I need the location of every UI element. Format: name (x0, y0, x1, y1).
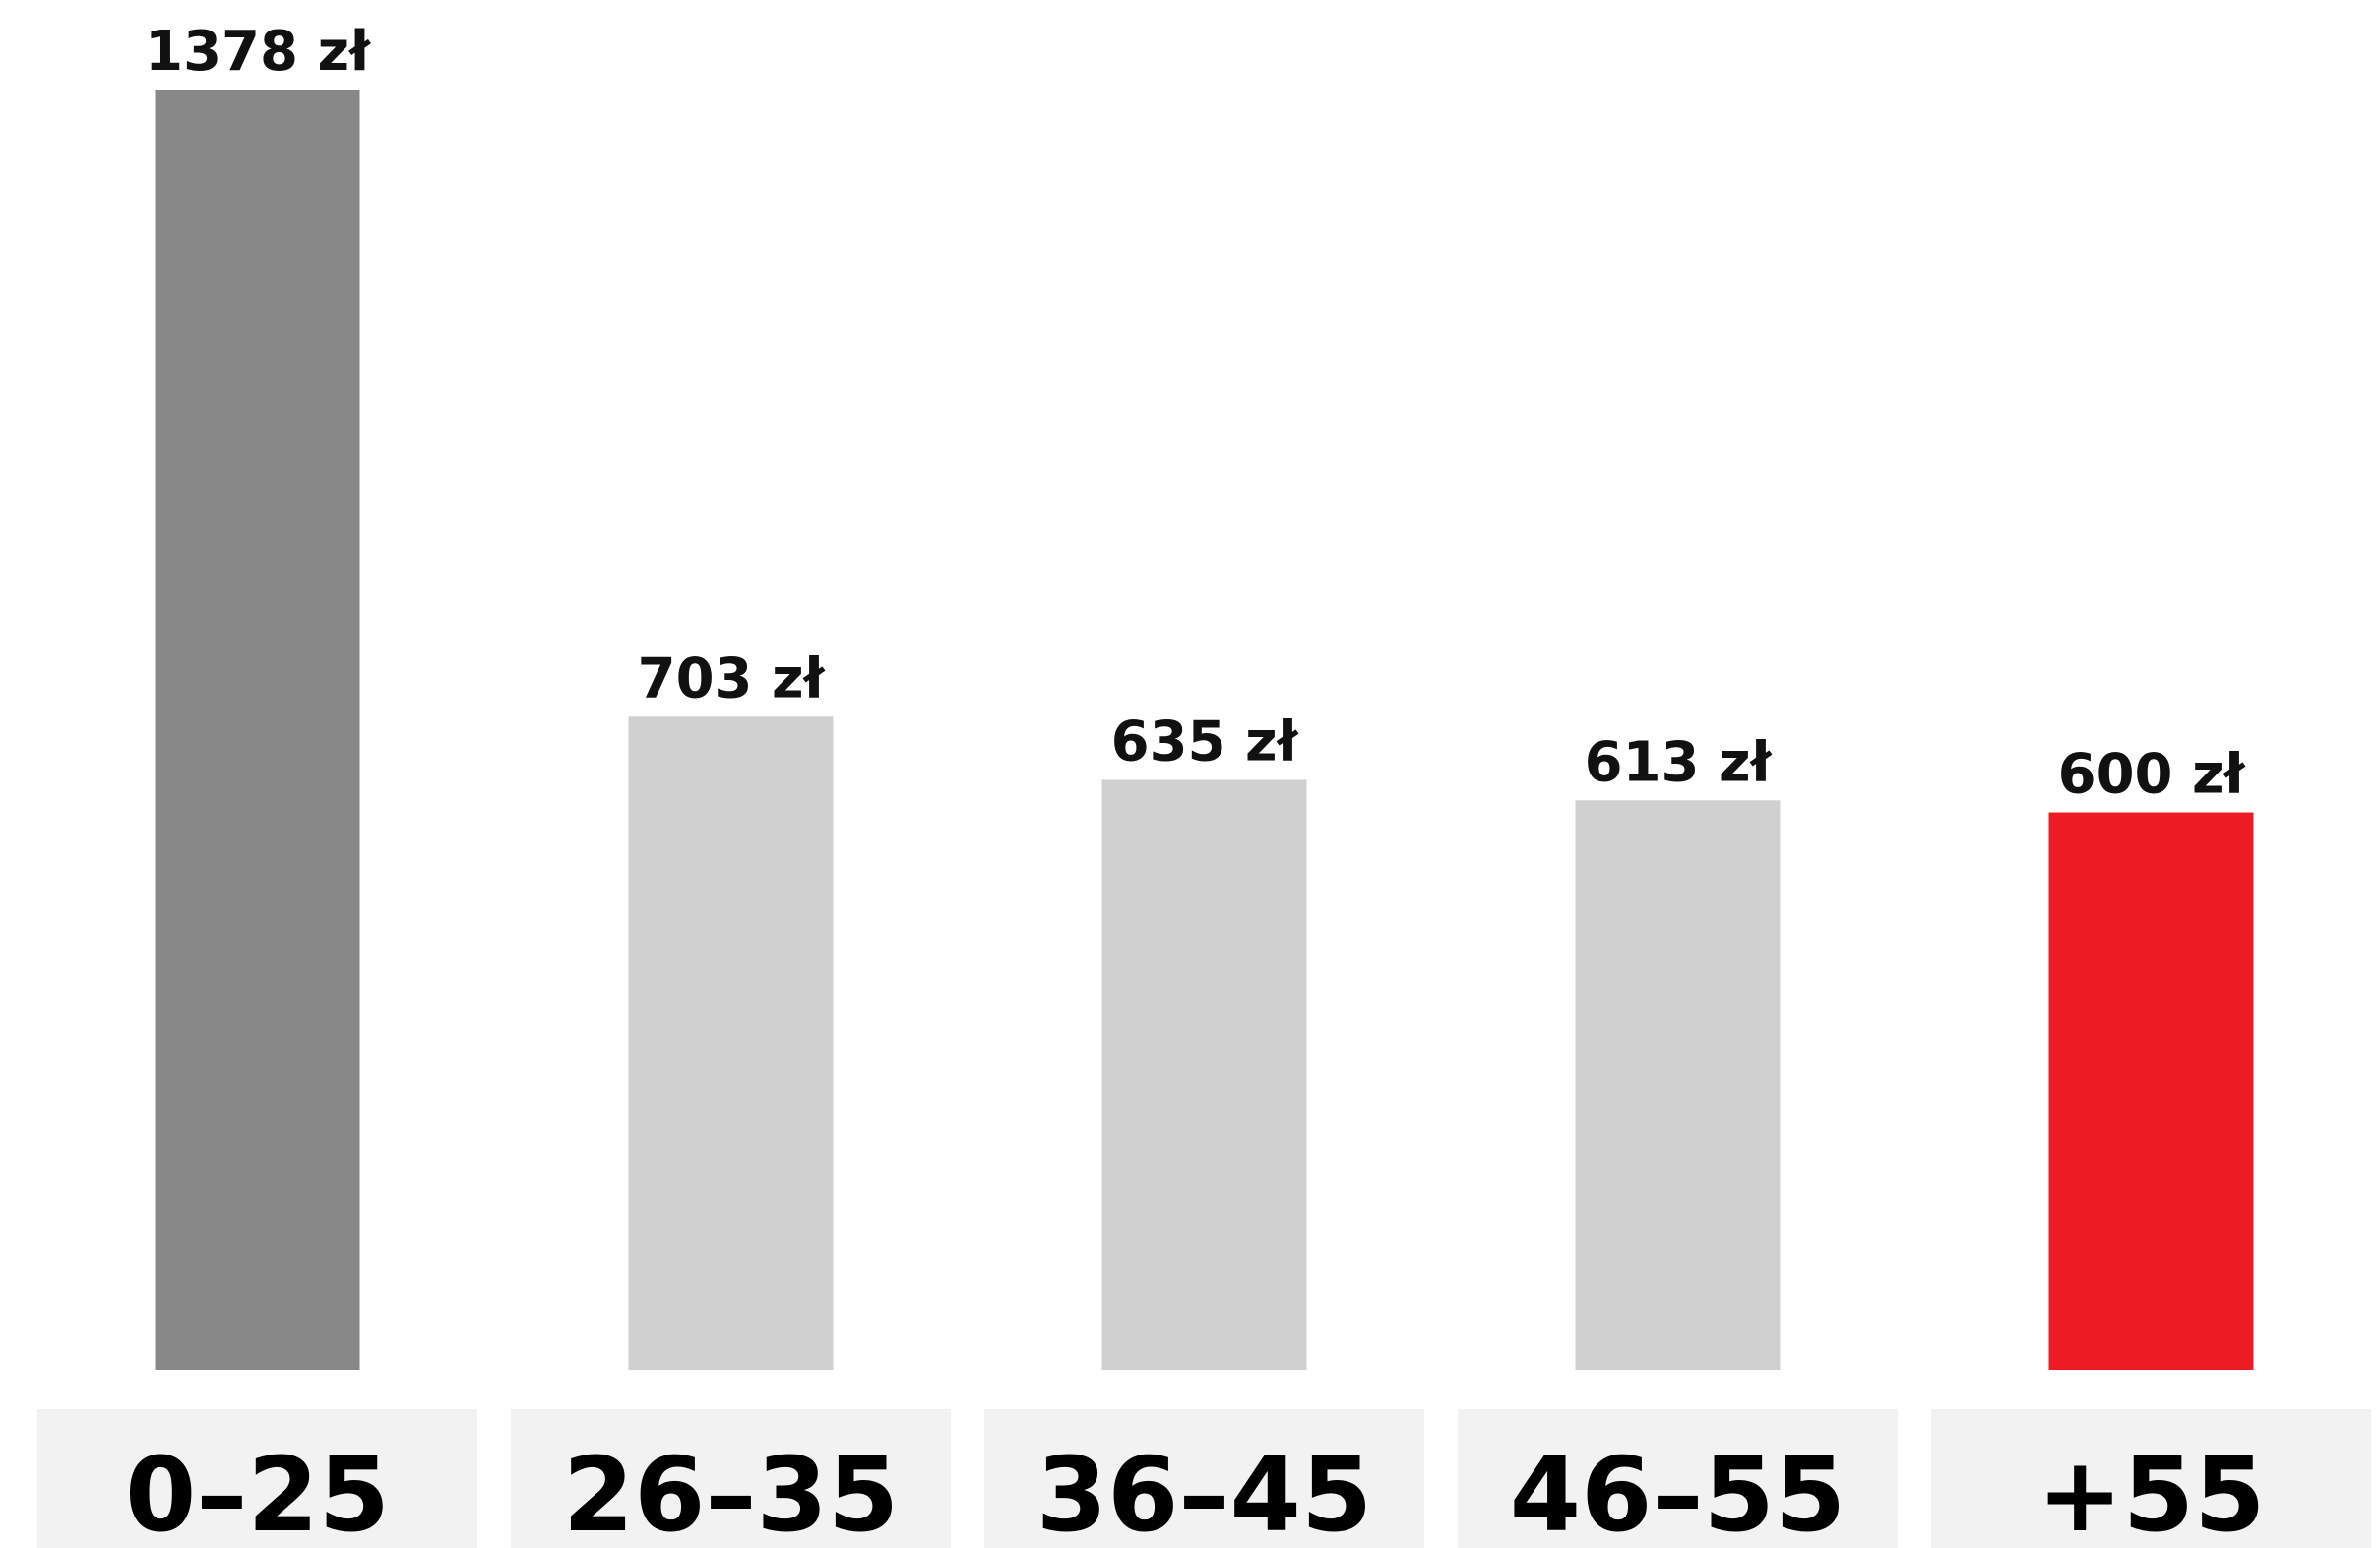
category-label-1: 0–25 (125, 1435, 390, 1548)
value-label-1: 1378 zł (145, 20, 371, 84)
value-label-3: 635 zł (1111, 710, 1299, 774)
category-box-1 (37, 1409, 477, 1548)
bar-1 (155, 90, 360, 1370)
category-label-2: 26–35 (563, 1435, 899, 1548)
bar-4 (1575, 800, 1781, 1370)
category-labels: 0–25 26–35 36–45 46–55 +55 (125, 1435, 2265, 1548)
category-box-2 (511, 1409, 951, 1548)
category-box-4 (1458, 1409, 1898, 1548)
bar-2 (628, 716, 834, 1370)
bar-5 (2048, 812, 2254, 1370)
value-labels: 1378 zł 703 zł 635 zł 613 zł 600 zł (145, 20, 2245, 807)
category-label-5: +55 (2037, 1435, 2266, 1548)
category-box-5 (1931, 1409, 2371, 1548)
value-label-4: 613 zł (1585, 730, 1773, 794)
category-boxes (37, 1409, 2371, 1548)
bar-3 (1101, 779, 1307, 1370)
value-label-5: 600 zł (2058, 743, 2246, 807)
bars (155, 90, 2254, 1370)
category-box-3 (984, 1409, 1424, 1548)
category-label-3: 36–45 (1036, 1435, 1372, 1548)
value-label-2: 703 zł (638, 647, 826, 711)
category-label-4: 46–55 (1510, 1435, 1846, 1548)
